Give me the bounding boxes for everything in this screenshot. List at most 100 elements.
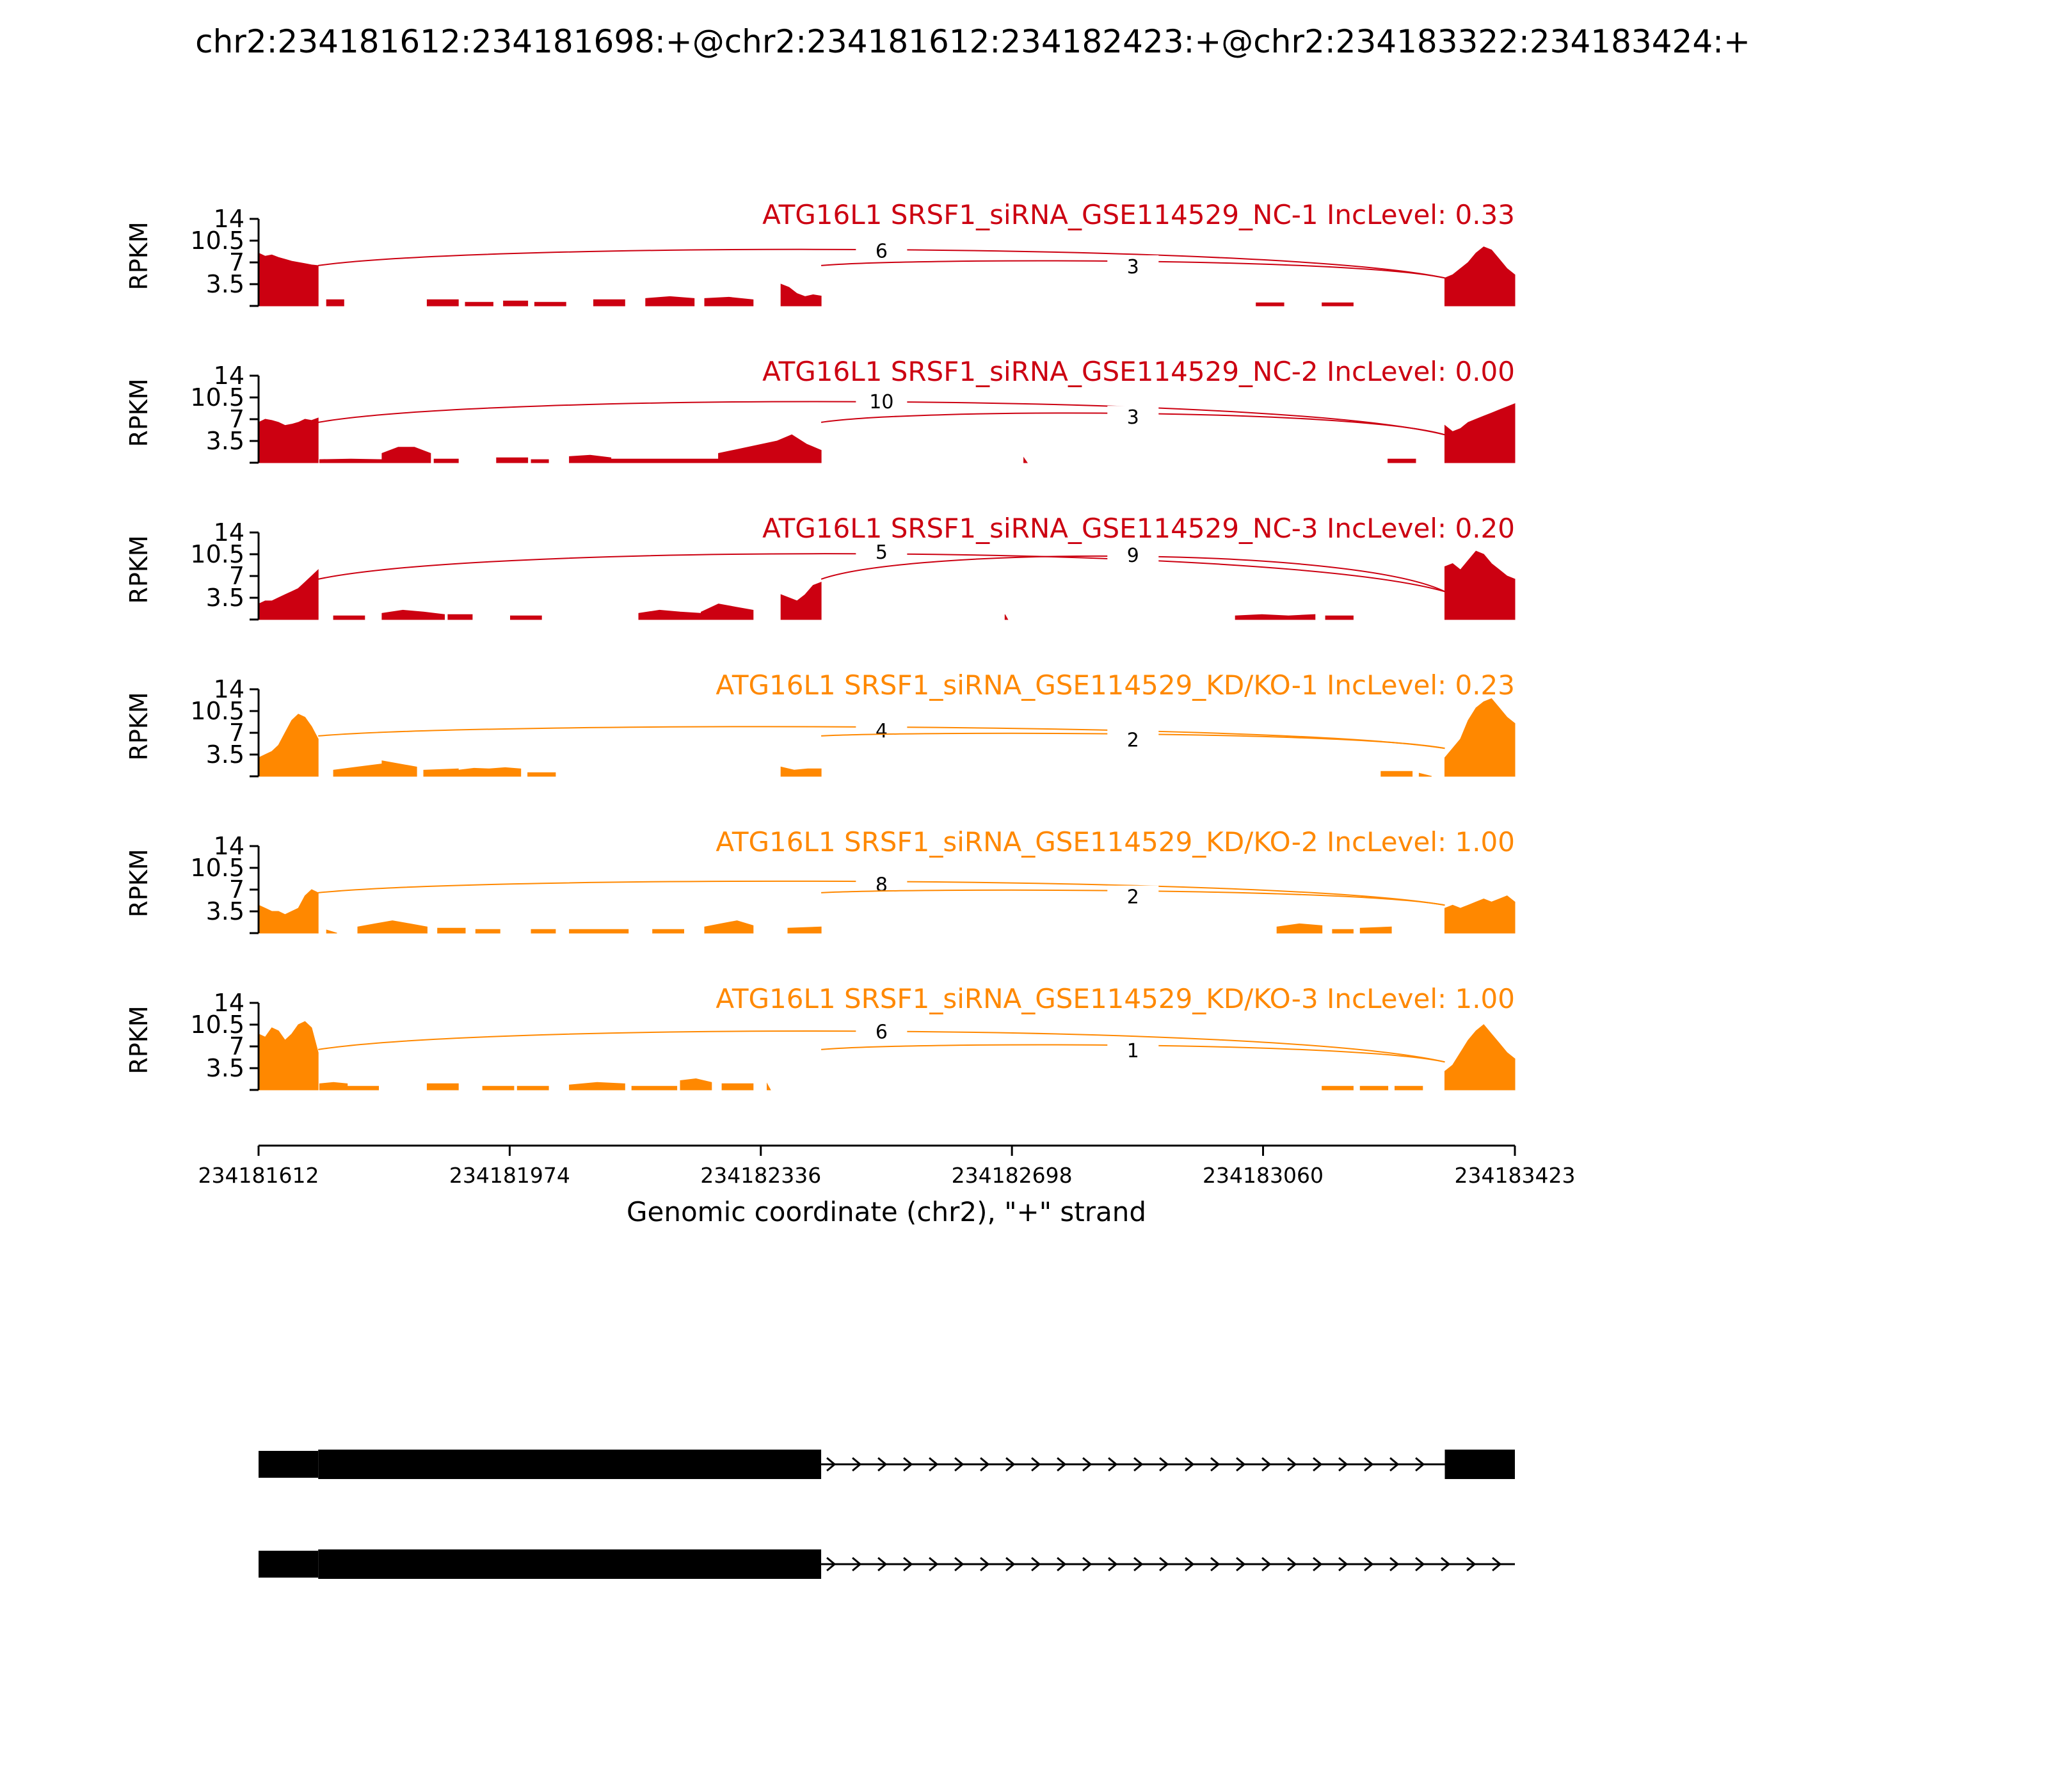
junction-count-bg bbox=[856, 390, 908, 412]
coverage-segment bbox=[381, 760, 417, 777]
strand-arrow bbox=[954, 1556, 964, 1572]
track-label: ATG16L1 SRSF1_siRNA_GSE114529_KD/KO-2 In… bbox=[716, 826, 1515, 858]
gene-model-2 bbox=[259, 1549, 1515, 1579]
coverage-segment bbox=[381, 447, 431, 463]
x-tick-label: 234181974 bbox=[449, 1163, 570, 1188]
coverage-segment bbox=[433, 458, 459, 463]
track-label: ATG16L1 SRSF1_siRNA_GSE114529_KD/KO-1 In… bbox=[716, 669, 1515, 701]
coverage-segment bbox=[475, 929, 500, 934]
y-tick-label: 10.5 bbox=[190, 854, 244, 882]
coverage-segment bbox=[1004, 614, 1009, 620]
junction-count: 3 bbox=[1127, 406, 1139, 429]
junction-count: 5 bbox=[876, 541, 888, 564]
junction-count: 3 bbox=[1127, 256, 1139, 278]
coverage-segment bbox=[319, 1082, 348, 1091]
strand-arrow bbox=[1031, 1556, 1041, 1572]
strand-arrow bbox=[1185, 1556, 1195, 1572]
junction-count-bg bbox=[856, 719, 908, 742]
coverage-segment bbox=[645, 296, 695, 307]
strand-arrow bbox=[1261, 1556, 1272, 1572]
strand-arrow bbox=[1005, 1556, 1016, 1572]
coverage-segment bbox=[569, 454, 612, 463]
coverage-segment bbox=[381, 609, 445, 620]
coverage-segment bbox=[611, 458, 719, 463]
strand-arrow bbox=[1441, 1556, 1451, 1572]
strand-arrow bbox=[1415, 1457, 1425, 1472]
coverage-segment bbox=[258, 252, 319, 307]
strand-arrow bbox=[826, 1556, 836, 1572]
strand-arrow bbox=[1082, 1457, 1092, 1472]
coverage-segment bbox=[1380, 771, 1413, 777]
x-axis: Genomic coordinate (chr2), "+" strand 23… bbox=[198, 1144, 1575, 1228]
x-tick-label: 234182336 bbox=[700, 1163, 821, 1188]
strand-arrow bbox=[980, 1457, 990, 1472]
gene-model-1 bbox=[259, 1450, 1515, 1479]
coverage-segment bbox=[447, 614, 473, 620]
coverage-segment bbox=[496, 457, 529, 463]
strand-arrow bbox=[1287, 1457, 1297, 1472]
strand-arrow bbox=[980, 1556, 990, 1572]
strand-arrow bbox=[903, 1457, 913, 1472]
strand-arrow bbox=[852, 1457, 862, 1472]
junction-count-bg bbox=[1107, 1039, 1159, 1061]
y-tick-label: 3.5 bbox=[206, 740, 244, 769]
track-label: ATG16L1 SRSF1_siRNA_GSE114529_NC-2 IncLe… bbox=[762, 356, 1515, 387]
y-tick-label: 7 bbox=[229, 248, 244, 276]
coverage-segment bbox=[767, 1082, 771, 1091]
coverage-segment bbox=[1276, 923, 1323, 934]
figure-title: chr2:234181612:234181698:+@chr2:23418161… bbox=[195, 23, 1750, 60]
y-tick-label: 10.5 bbox=[190, 383, 244, 412]
coverage-segment bbox=[1444, 1024, 1516, 1091]
y-tick-label: 3.5 bbox=[206, 427, 244, 455]
strand-arrow bbox=[1389, 1556, 1400, 1572]
coverage-segment bbox=[534, 301, 566, 307]
strand-arrow bbox=[1466, 1556, 1476, 1572]
junction-count: 2 bbox=[1127, 886, 1139, 909]
strand-arrow bbox=[1210, 1457, 1220, 1472]
coverage-segment bbox=[423, 768, 459, 777]
coverage-segment bbox=[1418, 772, 1432, 777]
coverage-segment bbox=[465, 301, 493, 307]
strand-arrow bbox=[1389, 1457, 1400, 1472]
junction-count-bg bbox=[1107, 885, 1159, 908]
coverage-segment bbox=[347, 1085, 379, 1091]
strand-arrow bbox=[1082, 1556, 1092, 1572]
junction-count-bg bbox=[856, 1020, 908, 1043]
y-tick-label: 7 bbox=[229, 719, 244, 747]
strand-arrow bbox=[1159, 1556, 1169, 1572]
coverage-segment bbox=[333, 764, 383, 777]
strand-arrow bbox=[954, 1457, 964, 1472]
strand-arrow bbox=[826, 1457, 836, 1472]
coverage-segment bbox=[258, 569, 319, 620]
coverage-segment bbox=[721, 1083, 754, 1091]
junction-count: 8 bbox=[876, 874, 888, 896]
coverage-segment bbox=[531, 929, 556, 934]
strand-arrow bbox=[1338, 1556, 1348, 1572]
exon-block bbox=[259, 1551, 319, 1578]
x-tick-label: 234183060 bbox=[1203, 1163, 1324, 1188]
coverage-segment bbox=[527, 772, 556, 777]
y-tick-label: 14 bbox=[214, 518, 244, 547]
coverage-segment bbox=[333, 615, 365, 620]
coverage-segment bbox=[503, 300, 529, 307]
junction-count-bg bbox=[1107, 406, 1159, 428]
coverage-segment bbox=[1322, 1085, 1354, 1091]
strand-arrow bbox=[852, 1556, 862, 1572]
x-axis-label: Genomic coordinate (chr2), "+" strand bbox=[627, 1196, 1146, 1228]
coverage-segment bbox=[458, 767, 522, 777]
junction-count: 10 bbox=[869, 391, 893, 413]
y-tick-label: 14 bbox=[214, 675, 244, 703]
strand-arrow bbox=[903, 1556, 913, 1572]
coverage-segment bbox=[1359, 1085, 1389, 1091]
coverage-segment bbox=[1023, 456, 1028, 463]
strand-arrow bbox=[1415, 1556, 1425, 1572]
track-label: ATG16L1 SRSF1_siRNA_GSE114529_KD/KO-3 In… bbox=[716, 983, 1515, 1014]
junction-count-bg bbox=[856, 541, 908, 563]
junction-count: 2 bbox=[1127, 730, 1139, 752]
junction-count: 1 bbox=[1127, 1040, 1139, 1062]
strand-arrow bbox=[1108, 1556, 1118, 1572]
